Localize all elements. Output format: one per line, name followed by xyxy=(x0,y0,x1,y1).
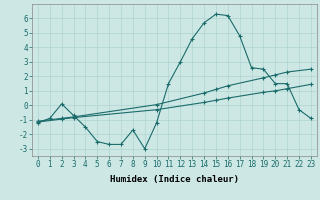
X-axis label: Humidex (Indice chaleur): Humidex (Indice chaleur) xyxy=(110,175,239,184)
